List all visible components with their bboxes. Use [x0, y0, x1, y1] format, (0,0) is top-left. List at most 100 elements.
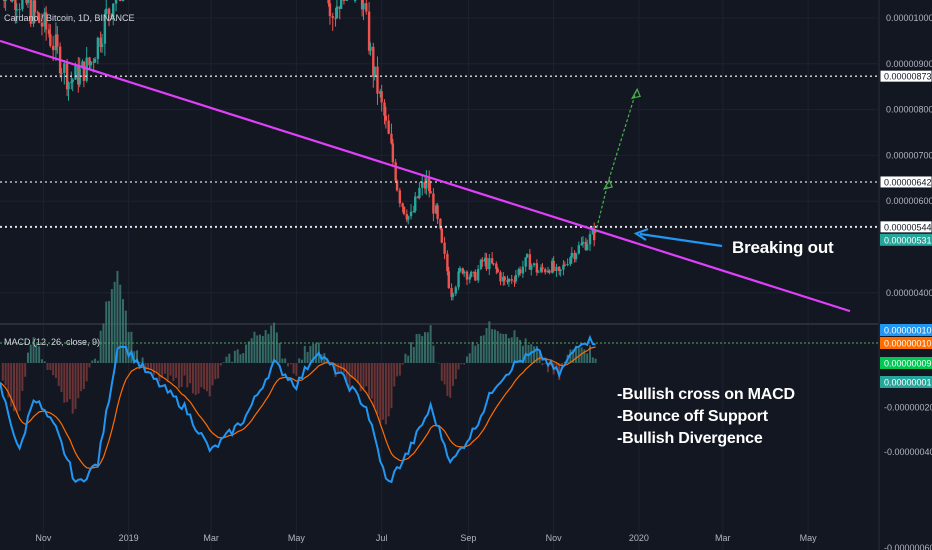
time-tick-label: May [288, 533, 306, 543]
macd-histogram-bar [507, 338, 510, 363]
time-tick-label: Nov [546, 533, 563, 543]
macd-histogram-bar [12, 363, 15, 412]
macd-histogram-bar [270, 325, 273, 363]
candle-body [372, 46, 375, 77]
macd-histogram-bar [105, 301, 108, 363]
candle-body [418, 187, 421, 198]
macd-histogram-bar [38, 346, 41, 363]
candle-body [96, 37, 100, 60]
macd-histogram-bar [40, 359, 43, 363]
candle-body [537, 271, 540, 273]
macd-histogram-bar [127, 332, 130, 363]
macd-histogram-bar [351, 363, 354, 379]
candle-body [26, 0, 30, 4]
macd-histogram-bar [298, 358, 301, 363]
macd-histogram-bar [219, 363, 222, 366]
macd-histogram-bar [66, 363, 69, 403]
macd-histogram-bar [446, 363, 449, 396]
macd-histogram-bar [415, 334, 418, 363]
macd-histogram-bar [166, 363, 169, 382]
macd-histogram-bar [418, 333, 421, 363]
macd-histogram-bar [203, 363, 206, 390]
macd-histogram-bar [68, 363, 71, 400]
macd-histogram-bar [141, 357, 144, 363]
macd-histogram-bar [46, 363, 49, 371]
macd-histogram-bar [499, 333, 502, 363]
candle-body [428, 178, 431, 192]
macd-histogram-bar [519, 339, 522, 363]
candle-body [88, 57, 91, 66]
macd-histogram-bar [242, 353, 245, 363]
candle-body [513, 280, 516, 282]
breakout-arrowhead [633, 227, 649, 241]
candle-body [414, 196, 417, 211]
time-tick-label: Sep [460, 533, 476, 543]
macd-histogram-bar [424, 332, 427, 363]
candle-body [380, 91, 383, 103]
macd-tag-label: 0.00000010 [884, 339, 932, 349]
candle-body [436, 205, 439, 219]
candle-body [559, 269, 562, 271]
macd-histogram-bar [183, 363, 186, 376]
candle-body [510, 279, 513, 281]
macd-tag [880, 324, 932, 336]
macd-histogram-bar [113, 281, 116, 363]
macd-histogram-bar [205, 363, 208, 392]
macd-histogram-bar [382, 363, 385, 420]
time-tick-label: May [800, 533, 818, 543]
macd-histogram-bar [287, 363, 290, 367]
candle-body [539, 267, 543, 272]
macd-histogram-bar [547, 363, 550, 373]
macd-histogram-bar [261, 336, 264, 363]
macd-tag [880, 357, 932, 369]
candle-body [67, 82, 70, 90]
macd-histogram-bar [527, 344, 530, 363]
macd-histogram-bar [491, 329, 494, 363]
candle-body [490, 258, 494, 264]
candle-body [412, 210, 416, 212]
macd-histogram-bar [138, 362, 141, 363]
breaking-out-arrow [633, 227, 723, 248]
candle-body [479, 259, 483, 270]
macd-histogram-bar [91, 360, 94, 363]
candle-body [532, 263, 536, 266]
macd-histogram-bar [253, 331, 256, 363]
candle-body [506, 280, 509, 283]
candle-body [11, 0, 14, 1]
time-tick-label: Mar [715, 533, 731, 543]
macd-histogram-bar [370, 363, 373, 399]
macd-histogram-bar [468, 353, 471, 363]
candle-body [535, 263, 539, 273]
candle-body [398, 190, 402, 204]
price-tick-label: 0.00000400 [886, 288, 932, 298]
macd-tag-label: 0.00000001 [884, 378, 932, 388]
macd-histogram-bar [524, 338, 527, 363]
macd-histogram-bar [541, 363, 544, 366]
macd-histogram-bar [362, 363, 365, 390]
candle-body [33, 0, 37, 13]
macd-histogram-bar [496, 331, 499, 363]
macd-histogram-bar [245, 344, 248, 363]
candle-body [18, 9, 21, 11]
candle-body [4, 0, 7, 1]
macd-histogram-bar [52, 363, 55, 376]
macd-histogram-bar [136, 350, 139, 363]
macd-histogram-bar [186, 363, 189, 388]
candle-body [15, 9, 18, 11]
time-axis: Nov 2019 Mar May Jul Sep Nov 2020 Mar May [35, 533, 817, 543]
candle-body [328, 3, 332, 17]
candle-body [573, 252, 576, 260]
candle-body [451, 293, 455, 297]
macd-histogram-bar [493, 329, 496, 363]
macd-histogram-bar [57, 363, 60, 386]
time-tick-label: 2020 [629, 533, 649, 543]
macd-histogram-bar [591, 357, 594, 363]
macd-histogram-bar [387, 363, 390, 417]
macd-histogram-bar [359, 363, 362, 392]
candle-body [401, 203, 404, 207]
macd-histogram-bar [306, 351, 309, 363]
macd-histogram-bar [312, 343, 315, 363]
macd-tick-label: -0.00000020 [884, 402, 932, 412]
macd-histogram-bar [354, 363, 357, 380]
macd-histogram-bar [342, 363, 345, 374]
